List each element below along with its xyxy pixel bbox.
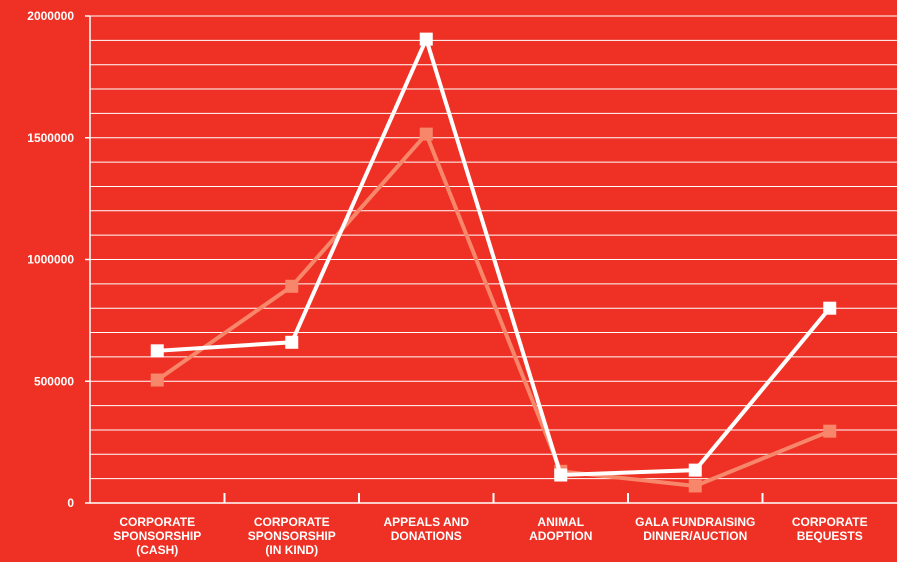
x-tick-label-line: DONATIONS [391, 529, 462, 543]
series-lines [150, 32, 837, 493]
x-tick-label-line: CORPORATE [792, 515, 868, 529]
y-tick-label: 500000 [34, 374, 74, 388]
data-point [150, 373, 164, 387]
x-tick-label: GALA FUNDRAISING DINNER/AUCTION [635, 515, 755, 543]
x-tick-label-line: DINNER/AUCTION [643, 529, 747, 543]
x-tick-label: CORPORATE SPONSORSHIP (CASH) [113, 515, 201, 557]
series-line [156, 130, 831, 488]
data-point [688, 463, 702, 477]
data-point [150, 344, 164, 358]
x-tick-label-line: ANIMAL [537, 515, 584, 529]
x-tick-label-line: BEQUESTS [797, 529, 863, 543]
y-tick-label: 1000000 [27, 253, 74, 267]
data-point [285, 335, 299, 349]
data-point [823, 301, 837, 315]
data-point [554, 468, 568, 482]
data-point [823, 424, 837, 438]
x-tick-label-line: CORPORATE [119, 515, 195, 529]
data-point [419, 32, 433, 46]
data-point [285, 279, 299, 293]
y-tick-labels: 0 500000 1000000 1500000 2000000 [27, 9, 74, 510]
x-tick-label-line: CORPORATE [254, 515, 330, 529]
x-tick-labels: CORPORATE SPONSORSHIP (CASH)CORPORATE SPONS… [113, 515, 867, 557]
axes [85, 15, 897, 504]
x-tick-label: CORPORATE BEQUESTS [792, 515, 868, 543]
x-tick-label: CORPORATE SPONSORSHIP (IN KIND) [248, 515, 336, 557]
series-2 [150, 127, 837, 493]
data-point [688, 479, 702, 493]
y-tick-label: 0 [67, 496, 74, 510]
x-tick-label-line: (CASH) [136, 543, 178, 557]
x-tick-label-line: ADOPTION [529, 529, 592, 543]
x-tick-label-line: SPONSORSHIP [113, 529, 201, 543]
grid-lines [90, 15, 897, 480]
x-tick-label-line: (IN KIND) [265, 543, 318, 557]
series-1 [150, 32, 837, 482]
series-line [157, 33, 832, 478]
y-tick-label: 2000000 [27, 9, 74, 23]
x-tick-label: APPEALS AND DONATIONS [383, 515, 469, 543]
data-point [419, 127, 433, 141]
x-tick-label-line: GALA FUNDRAISING [635, 515, 755, 529]
y-tick-label: 1500000 [27, 131, 74, 145]
x-tick-label-line: SPONSORSHIP [248, 529, 336, 543]
x-tick-label-line: APPEALS AND [383, 515, 469, 529]
x-tick-label: ANIMAL ADOPTION [529, 515, 592, 543]
